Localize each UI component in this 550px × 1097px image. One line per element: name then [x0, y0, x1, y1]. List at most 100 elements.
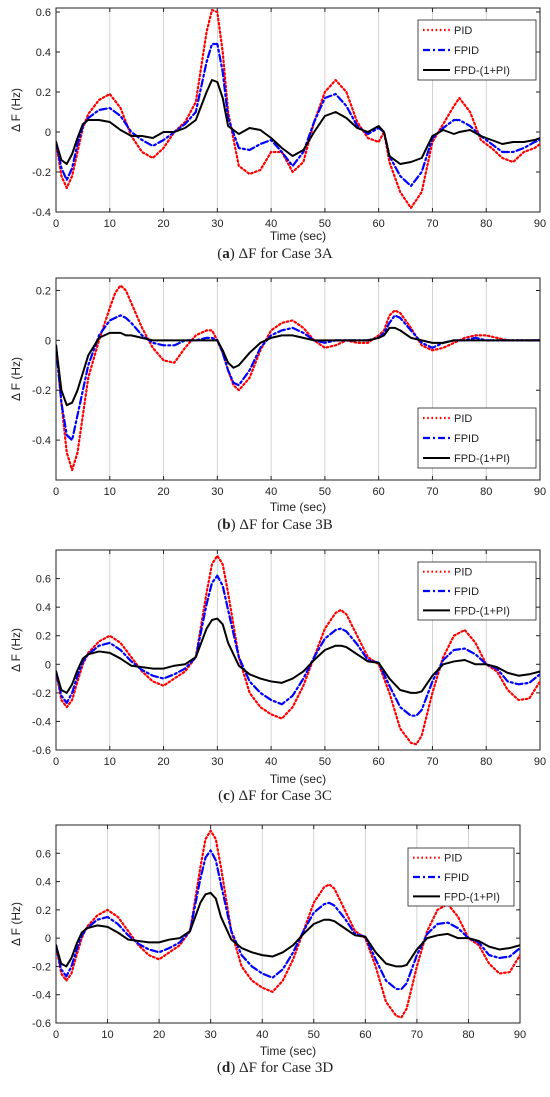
x-tick-label: 10: [101, 1029, 113, 1041]
x-tick-label: 90: [534, 218, 546, 230]
caption-letter: c: [223, 788, 230, 804]
y-tick-label: -0.4: [32, 990, 51, 1002]
legend: PID FPID FPD-(1+PI): [407, 847, 515, 907]
y-tick-label: 0.2: [36, 631, 51, 643]
y-tick-label: 0: [45, 335, 51, 347]
y-axis-label: Δ F (Hz): [9, 628, 23, 672]
x-tick-label: 80: [462, 1029, 474, 1041]
x-axis-label: Time (sec): [270, 772, 326, 786]
caption-text: ΔF for Case 3D: [238, 1060, 334, 1076]
legend-label: PID: [444, 853, 462, 865]
x-tick-label: 30: [205, 1029, 217, 1041]
plot-area: [55, 7, 541, 213]
series-line-pid: [56, 554, 540, 746]
y-tick-label: 0.4: [36, 47, 51, 59]
x-tick-label: 30: [211, 218, 223, 230]
x-tick-label: 60: [373, 756, 385, 768]
caption-letter: d: [221, 1060, 231, 1076]
x-tick-label: 50: [308, 1029, 320, 1041]
y-tick-label: -0.6: [32, 1018, 51, 1030]
caption-text: ΔF for Case 3C: [238, 788, 332, 804]
y-tick-label: 0.4: [36, 877, 51, 889]
legend-label: FPD-(1+PI): [444, 891, 500, 903]
legend-label: FPID: [454, 586, 479, 598]
y-tick-label: 0.6: [36, 574, 51, 586]
x-tick-label: 20: [153, 1029, 165, 1041]
legend: PID FPID FPD-(1+PI): [417, 561, 537, 621]
x-axis-label: Time (sec): [270, 229, 326, 243]
y-tick-label: 0.2: [36, 285, 51, 297]
figure-caption: (d) ΔF for Case 3D: [216, 1060, 334, 1076]
x-tick-label: 80: [480, 756, 492, 768]
caption-text: ΔF for Case 3A: [238, 246, 333, 262]
x-tick-label: 20: [157, 756, 169, 768]
x-tick-label: 10: [104, 486, 116, 498]
x-tick-label: 70: [426, 218, 438, 230]
caption-text: ΔF for Case 3B: [239, 517, 333, 533]
y-tick-label: -0.2: [32, 688, 51, 700]
x-tick-label: 40: [265, 218, 277, 230]
series-line-fpid: [56, 849, 520, 991]
x-tick-label: 90: [514, 1029, 526, 1041]
x-tick-label: 30: [211, 486, 223, 498]
x-tick-label: 90: [534, 486, 546, 498]
x-tick-label: 60: [359, 1029, 371, 1041]
x-tick-label: 40: [265, 756, 277, 768]
series-line-pid: [56, 829, 520, 1019]
x-tick-label: 50: [319, 486, 331, 498]
x-tick-label: 0: [53, 486, 59, 498]
series-line-fpd-1-pi-: [56, 326, 540, 407]
legend: PID FPID FPD-(1+PI): [417, 407, 537, 469]
x-tick-label: 30: [211, 756, 223, 768]
x-tick-label: 60: [373, 218, 385, 230]
figure-caption: (a) ΔF for Case 3A: [217, 246, 333, 262]
x-tick-label: 0: [53, 756, 59, 768]
y-tick-label: -0.2: [32, 167, 51, 179]
legend-box: [417, 407, 537, 469]
x-tick-label: 20: [157, 218, 169, 230]
x-axis-label: Time (sec): [270, 500, 326, 514]
y-tick-label: 0: [45, 933, 51, 945]
y-tick-label: 0.2: [36, 87, 51, 99]
x-tick-label: 70: [426, 756, 438, 768]
chart-d: 0 10 20 30 40 50 60 70 80 90 -0.6 -0.4 -0.2 0 0.2 0.4 0.…: [9, 824, 526, 1058]
y-tick-label: -0.4: [32, 716, 51, 728]
x-tick-label: 40: [256, 1029, 268, 1041]
x-tick-label: 0: [53, 218, 59, 230]
y-tick-label: -0.4: [32, 207, 51, 219]
x-tick-label: 80: [480, 486, 492, 498]
x-tick-label: 20: [157, 486, 169, 498]
x-tick-label: 10: [104, 218, 116, 230]
y-tick-label: -0.2: [32, 385, 51, 397]
plot-area: [55, 549, 541, 751]
legend-label: FPD-(1+PI): [454, 65, 510, 77]
figure-caption: (c) ΔF for Case 3C: [218, 788, 332, 804]
legend-label: FPID: [444, 872, 469, 884]
x-tick-label: 70: [426, 486, 438, 498]
series-line-fpid: [56, 574, 540, 717]
x-tick-label: 0: [53, 1029, 59, 1041]
y-tick-label: -0.4: [32, 435, 51, 447]
y-tick-label: 0.6: [36, 7, 51, 19]
y-tick-label: 0: [45, 127, 51, 139]
y-tick-label: 0.2: [36, 905, 51, 917]
x-tick-label: 50: [319, 218, 331, 230]
y-axis-label: Δ F (Hz): [9, 357, 23, 401]
series-line-fpid: [56, 42, 540, 188]
x-tick-label: 60: [373, 486, 385, 498]
x-tick-label: 90: [534, 756, 546, 768]
x-tick-label: 40: [265, 486, 277, 498]
y-tick-label: 0.4: [36, 602, 51, 614]
legend-label: FPD-(1+PI): [454, 453, 510, 465]
legend-label: PID: [454, 567, 472, 579]
legend-label: FPID: [454, 45, 479, 57]
caption-letter: b: [222, 517, 231, 533]
y-tick-label: 0: [45, 659, 51, 671]
y-axis-label: Δ F (Hz): [9, 88, 23, 132]
x-axis-label: Time (sec): [260, 1044, 316, 1058]
x-tick-label: 70: [411, 1029, 423, 1041]
plot-area: [55, 277, 541, 481]
figure-caption: (b) ΔF for Case 3B: [217, 517, 333, 533]
series-line-fpid: [56, 314, 540, 442]
